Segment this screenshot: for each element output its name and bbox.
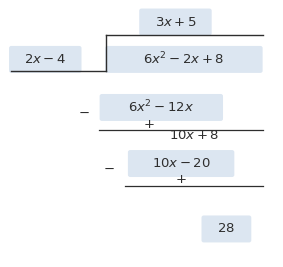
FancyBboxPatch shape bbox=[9, 46, 82, 73]
Text: $+$: $+$ bbox=[175, 173, 187, 186]
FancyBboxPatch shape bbox=[105, 46, 263, 73]
Text: $-$: $-$ bbox=[78, 106, 89, 119]
Text: $2x - 4$: $2x - 4$ bbox=[24, 53, 67, 66]
FancyBboxPatch shape bbox=[201, 215, 251, 242]
Text: $-$: $-$ bbox=[103, 162, 115, 175]
FancyBboxPatch shape bbox=[100, 94, 223, 121]
Text: $10x + 8$: $10x + 8$ bbox=[169, 129, 219, 142]
Text: $3x + 5$: $3x + 5$ bbox=[155, 15, 196, 29]
FancyBboxPatch shape bbox=[128, 150, 234, 177]
Text: $10x - 20$: $10x - 20$ bbox=[152, 157, 211, 170]
Text: $+$: $+$ bbox=[143, 118, 155, 131]
Text: $6x^2 - 2x + 8$: $6x^2 - 2x + 8$ bbox=[143, 51, 225, 68]
FancyBboxPatch shape bbox=[139, 9, 212, 36]
Text: $28$: $28$ bbox=[217, 222, 235, 235]
Text: $6x^2 - 12x$: $6x^2 - 12x$ bbox=[128, 99, 194, 116]
